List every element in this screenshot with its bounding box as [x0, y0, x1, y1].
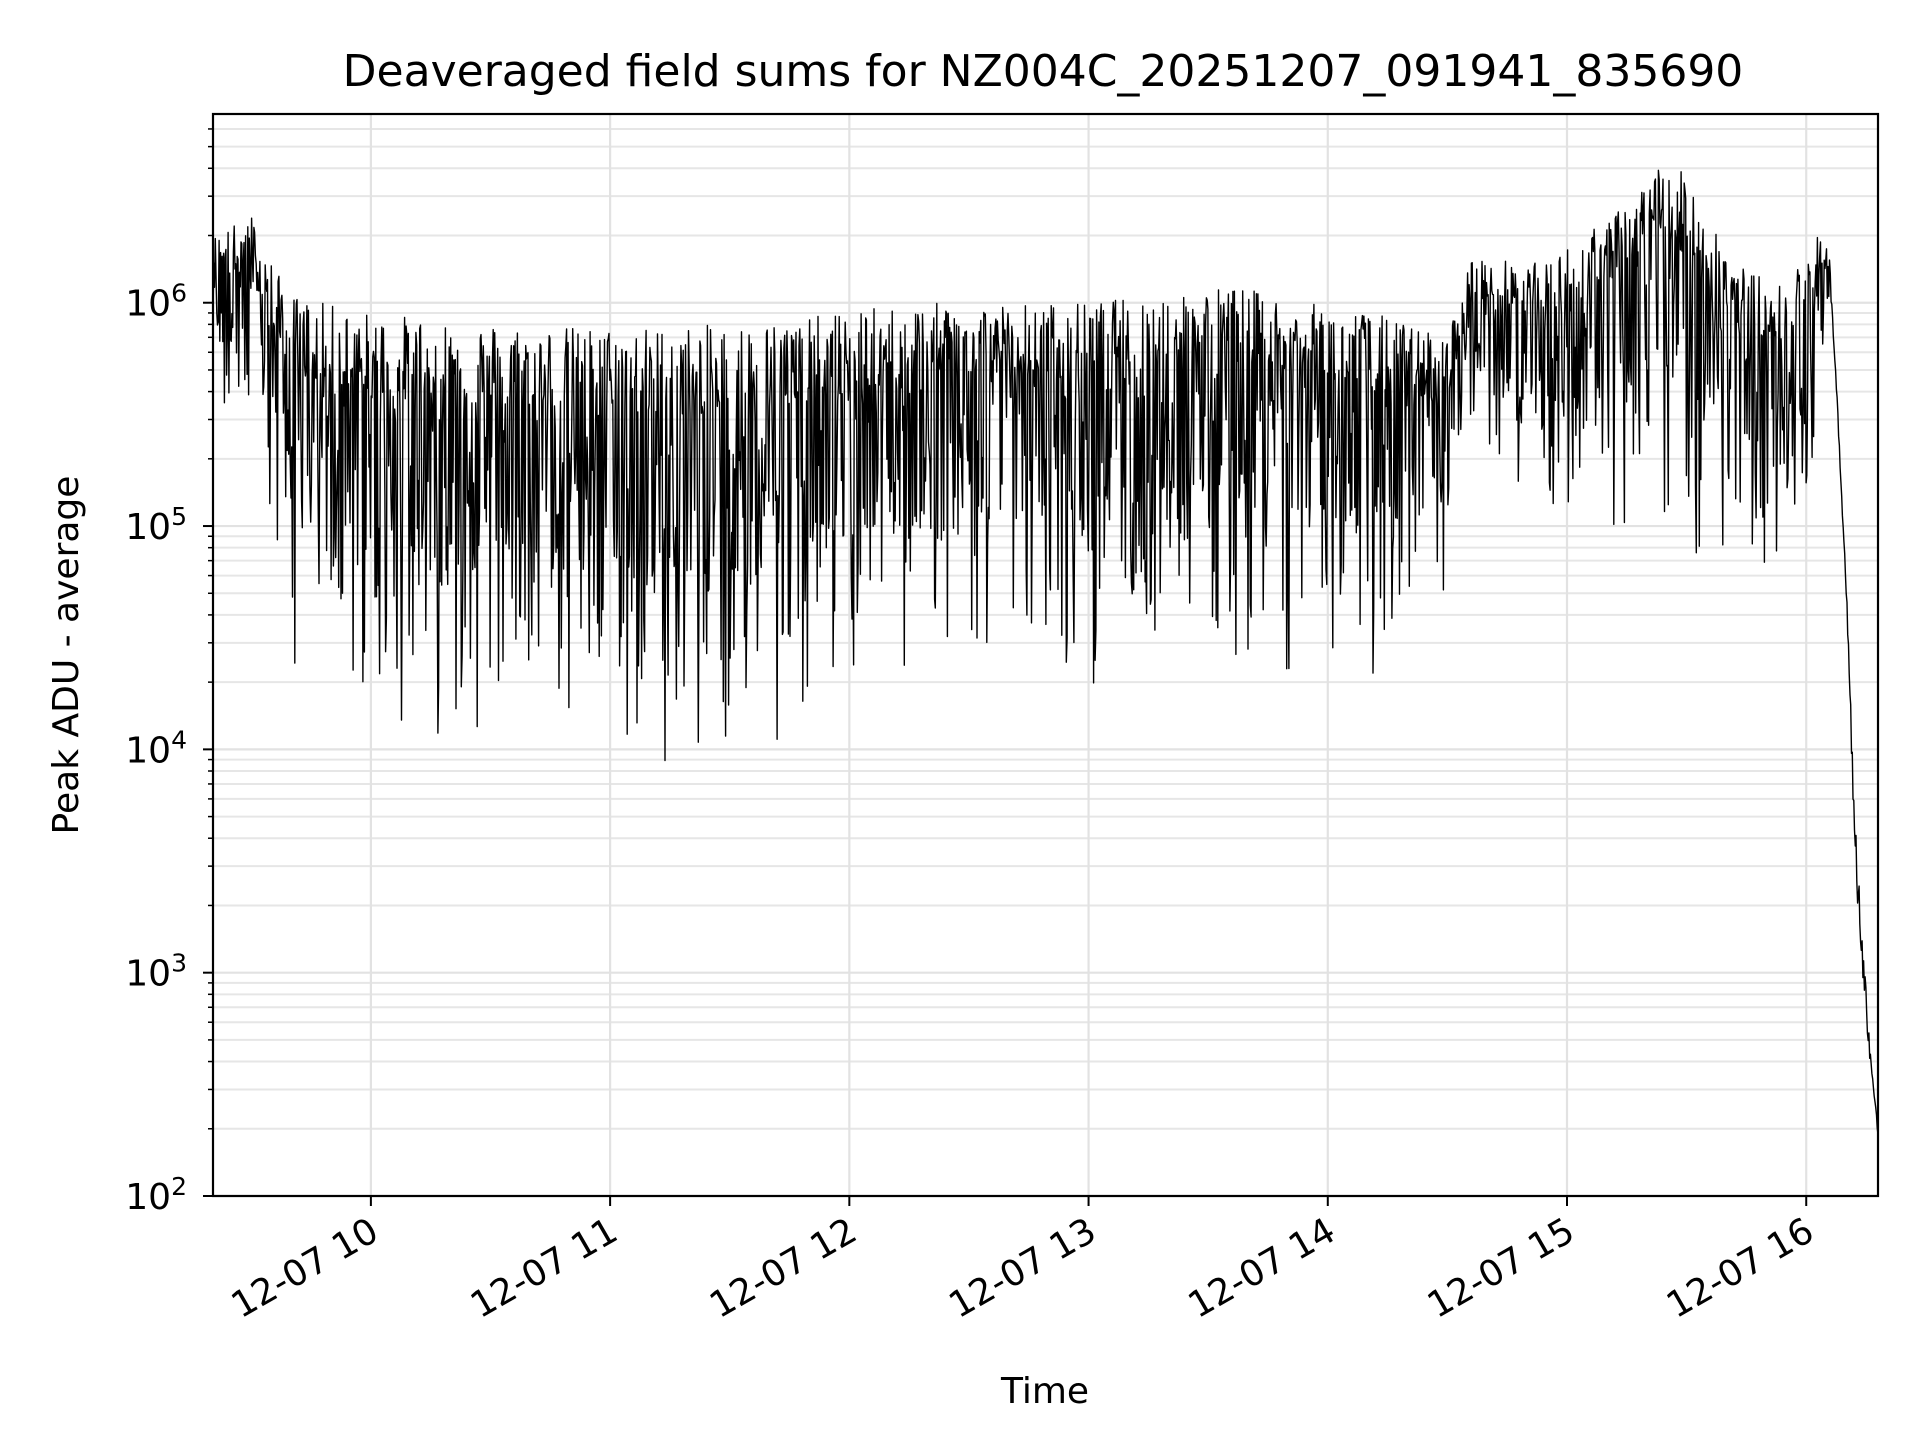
y-tick-label: 106: [125, 279, 187, 325]
y-tick-label: 103: [125, 949, 187, 995]
y-axis-ticks: 102 103 104 105 106: [125, 128, 213, 1218]
y-tick-label: 102: [125, 1172, 187, 1218]
y-tick-label: 105: [125, 502, 187, 548]
plot-frame: [211, 112, 1880, 1198]
y-tick-label: 104: [125, 725, 187, 771]
chart-title: Deaveraged field sums for NZ004C_2025120…: [343, 46, 1744, 97]
y-axis-label: Peak ADU - average: [46, 476, 87, 835]
x-axis-label: Time: [1000, 1371, 1089, 1412]
series-line: [212, 169, 1879, 1135]
